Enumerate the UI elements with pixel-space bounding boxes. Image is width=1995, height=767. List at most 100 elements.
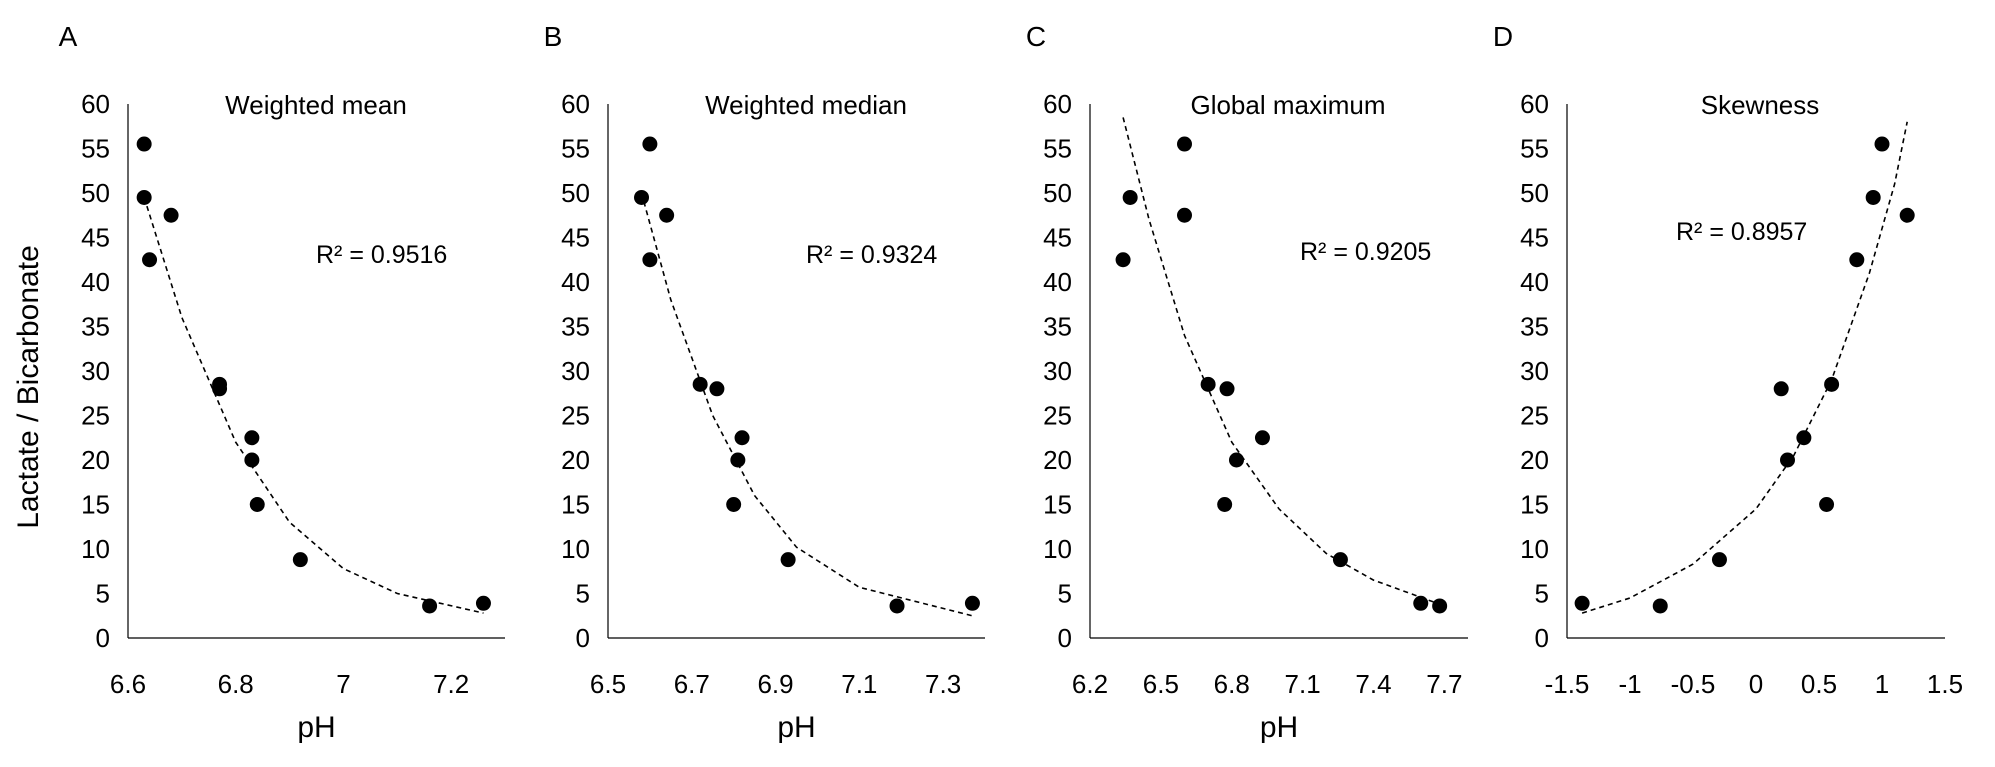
y-tick-label: 35 [1520,312,1549,342]
panel-a: A Weighted mean 0 5 10 15 20 25 30 35 40 45 50 55 60 6.… [59,21,505,744]
data-point [642,252,658,268]
y-tick-label: 20 [1043,445,1072,475]
y-tick-label: 40 [81,267,110,297]
x-tick-label: 7.7 [1426,669,1462,699]
data-point [136,189,152,205]
x-tick-label: 1.5 [1927,669,1963,699]
data-point [642,136,658,152]
y-tick-label: 20 [1520,445,1549,475]
y-tick-label: 20 [561,445,590,475]
x-tick-label: 6.5 [590,669,626,699]
y-tick-label: 25 [561,401,590,431]
x-tick-label: 7.2 [433,669,469,699]
data-point [634,189,650,205]
data-point [964,595,980,611]
data-point [1865,189,1881,205]
y-tick-label: 15 [1043,490,1072,520]
x-tick-label: 0 [1749,669,1763,699]
data-point [1332,552,1348,568]
data-point [1177,136,1192,152]
data-point [1574,595,1590,611]
data-point [475,595,491,611]
panel-title: Weighted median [705,90,907,120]
y-tick-label: 10 [561,534,590,564]
data-point [780,552,796,568]
panel-title: Weighted mean [225,90,407,120]
y-tick-label: 10 [1043,534,1072,564]
data-point [659,207,675,223]
data-point [1200,376,1216,392]
data-point [1849,252,1865,268]
y-tick-label: 0 [1535,623,1549,653]
data-point [212,381,228,397]
y-tick-label: 50 [1520,178,1549,208]
r-squared-label: R² = 0.9516 [316,241,447,269]
data-point [1432,598,1448,614]
y-tick-label: 15 [1520,490,1549,520]
y-tick-label: 0 [96,623,110,653]
data-point [734,430,750,446]
data-point [709,381,725,397]
x-tick-label: -1 [1618,669,1641,699]
data-point [1254,430,1270,446]
x-axis-label: pH [777,711,815,744]
y-tick-label: 60 [561,89,590,119]
y-tick-label: 15 [81,490,110,520]
panel-letter: C [1026,21,1046,52]
data-point [163,207,179,223]
data-point [730,452,746,468]
x-tick-label: 6.8 [218,669,254,699]
data-point [726,497,742,512]
y-tick-label: 55 [81,134,110,164]
y-tick-label: 40 [1520,267,1549,297]
x-axis-label: pH [1260,711,1298,744]
y-tick-label: 5 [1535,579,1549,609]
data-point [1115,252,1131,268]
y-tick-label: 35 [81,312,110,342]
y-tick-label: 5 [1058,579,1072,609]
panel-letter: B [544,21,563,52]
y-tick-label: 20 [81,445,110,475]
panel-title: Skewness [1701,90,1820,120]
y-tick-label: 45 [1520,223,1549,253]
x-tick-label: -1.5 [1545,669,1590,699]
y-tick-label: 50 [1043,178,1072,208]
y-tick-label: 60 [1520,89,1549,119]
data-point [1652,598,1668,614]
data-point [1228,452,1244,468]
panel-letter: A [59,21,78,52]
x-tick-label: 7.4 [1355,669,1391,699]
data-point [1824,376,1840,392]
x-tick-label: 6.5 [1143,669,1179,699]
data-point [244,430,260,446]
data-point [1177,207,1192,223]
y-tick-label: 60 [81,89,110,119]
data-point [1773,381,1789,397]
panel-c: C Global maximum 0 5 10 15 20 25 30 35 40 45 50 55 60 6… [1026,21,1468,744]
y-tick-label: 30 [81,356,110,386]
y-tick-label: 25 [1043,401,1072,431]
y-tick-label: 0 [1058,623,1072,653]
panel-letter: D [1493,21,1513,52]
y-tick-label: 10 [81,534,110,564]
x-tick-label: 0.5 [1801,669,1837,699]
x-tick-label: 7.1 [1285,669,1321,699]
data-point [1874,136,1890,152]
data-point [1217,497,1233,512]
x-tick-label: 6.2 [1072,669,1108,699]
data-point [1711,552,1727,568]
y-tick-label: 10 [1520,534,1549,564]
x-tick-label: 6.6 [110,669,146,699]
y-tick-label: 0 [576,623,590,653]
r-squared-label: R² = 0.9324 [806,241,937,269]
y-tick-label: 35 [1043,312,1072,342]
y-tick-label: 30 [1520,356,1549,386]
y-tick-label: 25 [81,401,110,431]
trendline [640,192,973,617]
data-point [889,598,905,614]
y-tick-label: 45 [561,223,590,253]
r-squared-label: R² = 0.9205 [1300,238,1431,266]
